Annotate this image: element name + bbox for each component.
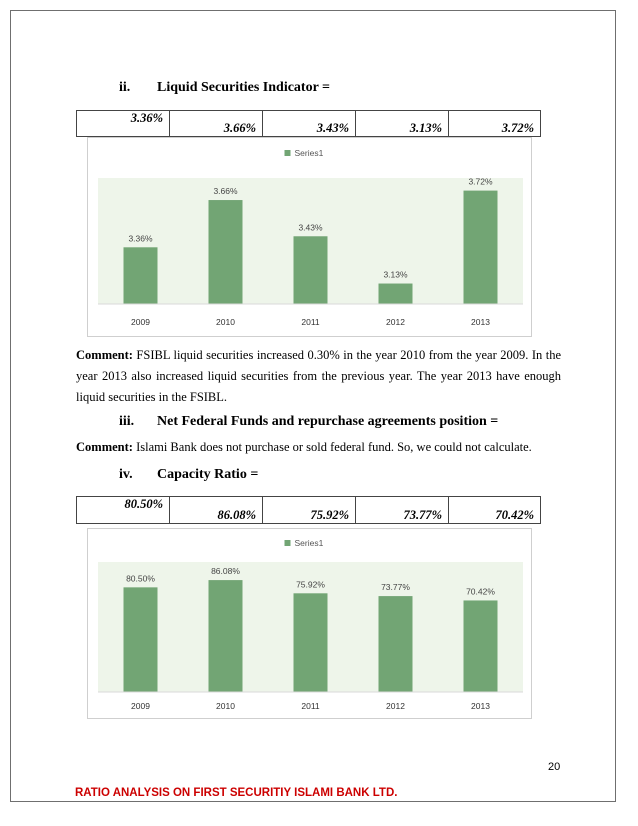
comment-text: Islami Bank does not purchase or sold fe… bbox=[132, 440, 532, 454]
bar bbox=[463, 600, 498, 692]
bar bbox=[123, 587, 158, 692]
x-tick-label: 2013 bbox=[471, 701, 490, 711]
legend-swatch bbox=[284, 540, 291, 546]
x-tick-label: 2011 bbox=[301, 317, 320, 327]
bar bbox=[293, 236, 328, 304]
comment-label: Comment: bbox=[76, 348, 133, 362]
comment-liquid: Comment: FSIBL liquid securities increas… bbox=[76, 345, 561, 408]
data-label: 86.08% bbox=[211, 566, 240, 576]
bar bbox=[463, 190, 498, 304]
bar bbox=[208, 580, 243, 692]
bar bbox=[123, 247, 158, 304]
capacity-ratio-chart: Series1 80.50% 2009 86.08% 2010 75.92% 2011 73.… bbox=[87, 528, 532, 719]
data-label: 3.43% bbox=[298, 222, 323, 232]
table-cell: 3.72% bbox=[448, 110, 541, 137]
capacity-ratio-table: 80.50% 86.08% 75.92% 73.77% 70.42% bbox=[76, 496, 541, 524]
heading-number: iv. bbox=[119, 467, 133, 482]
table-cell: 3.36% bbox=[76, 110, 170, 137]
chart-svg: Series1 3.36% 2009 3.66% 2010 3.43% 2011 3.13% 2… bbox=[98, 148, 523, 327]
footer-title: RATIO ANALYSIS ON FIRST SECURITIY ISLAMI… bbox=[75, 787, 398, 799]
x-tick-label: 2011 bbox=[301, 701, 320, 711]
x-tick-label: 2010 bbox=[216, 701, 235, 711]
heading-title: Net Federal Funds and repurchase agreeme… bbox=[157, 414, 499, 429]
page-border bbox=[10, 10, 616, 802]
bar bbox=[378, 283, 413, 304]
legend-swatch bbox=[284, 150, 291, 156]
legend-label: Series1 bbox=[295, 538, 324, 548]
heading-federal-funds: iii. Net Federal Funds and repurchase agr… bbox=[119, 414, 498, 430]
heading-liquid-securities: ii. Liquid Securities Indicator = bbox=[119, 80, 330, 96]
liquid-securities-table: 3.36% 3.66% 3.43% 3.13% 3.72% bbox=[76, 110, 541, 137]
table-cell: 73.77% bbox=[355, 496, 449, 524]
liquid-securities-chart: Series1 3.36% 2009 3.66% 2010 3.43% 2011 3.13% 2… bbox=[87, 137, 532, 337]
legend-label: Series1 bbox=[295, 148, 324, 158]
x-tick-label: 2009 bbox=[131, 317, 150, 327]
comment-text: FSIBL liquid securities increased 0.30% … bbox=[76, 348, 561, 404]
x-tick-label: 2010 bbox=[216, 317, 235, 327]
chart-svg: Series1 80.50% 2009 86.08% 2010 75.92% 2011 73.… bbox=[98, 538, 523, 711]
bar bbox=[293, 593, 328, 692]
x-tick-label: 2009 bbox=[131, 701, 150, 711]
data-label: 3.66% bbox=[213, 186, 238, 196]
data-label: 3.13% bbox=[383, 270, 408, 280]
data-label: 3.36% bbox=[128, 233, 153, 243]
data-label: 3.72% bbox=[468, 177, 493, 187]
table-cell: 3.13% bbox=[355, 110, 449, 137]
data-label: 80.50% bbox=[126, 573, 155, 583]
heading-title: Liquid Securities Indicator = bbox=[157, 80, 331, 95]
x-tick-label: 2012 bbox=[386, 317, 405, 327]
table-cell: 70.42% bbox=[448, 496, 541, 524]
heading-number: ii. bbox=[119, 80, 131, 95]
bar bbox=[378, 596, 413, 692]
data-label: 70.42% bbox=[466, 586, 495, 596]
bar bbox=[208, 200, 243, 304]
heading-capacity-ratio: iv. Capacity Ratio = bbox=[119, 467, 258, 483]
comment-federal: Comment: Islami Bank does not purchase o… bbox=[76, 437, 561, 458]
heading-title: Capacity Ratio = bbox=[157, 467, 259, 482]
table-cell: 3.66% bbox=[169, 110, 263, 137]
x-tick-label: 2013 bbox=[471, 317, 490, 327]
table-cell: 86.08% bbox=[169, 496, 263, 524]
x-tick-label: 2012 bbox=[386, 701, 405, 711]
table-cell: 75.92% bbox=[262, 496, 356, 524]
heading-number: iii. bbox=[119, 414, 135, 429]
data-label: 73.77% bbox=[381, 582, 410, 592]
table-cell: 80.50% bbox=[76, 496, 170, 524]
comment-label: Comment: bbox=[76, 440, 133, 454]
table-cell: 3.43% bbox=[262, 110, 356, 137]
page-number: 20 bbox=[548, 761, 561, 773]
data-label: 75.92% bbox=[296, 579, 325, 589]
